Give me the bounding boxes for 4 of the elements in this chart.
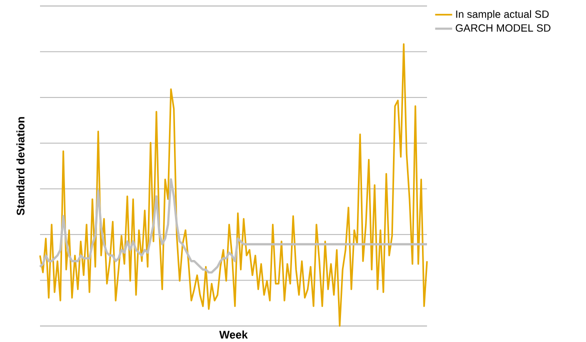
legend-label: GARCH MODEL SD: [456, 24, 550, 32]
x-axis-title: Week: [219, 330, 248, 339]
y-axis-title: Standard deviation: [16, 117, 24, 216]
legend-label: In sample actual SD: [456, 10, 549, 20]
